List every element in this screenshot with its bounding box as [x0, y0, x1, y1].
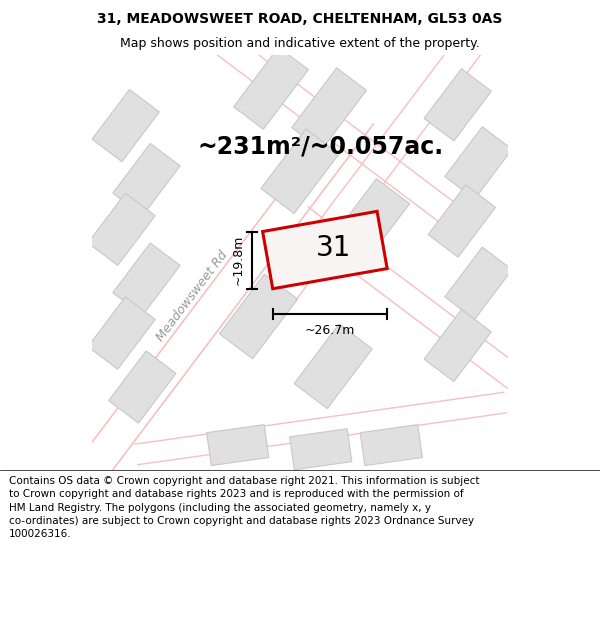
Text: ~26.7m: ~26.7m — [305, 324, 355, 337]
Polygon shape — [424, 69, 491, 141]
Text: Map shows position and indicative extent of the property.: Map shows position and indicative extent… — [120, 38, 480, 51]
Polygon shape — [88, 297, 155, 369]
Polygon shape — [292, 68, 367, 150]
Polygon shape — [220, 274, 298, 359]
Polygon shape — [233, 47, 308, 129]
Polygon shape — [88, 193, 155, 266]
Polygon shape — [263, 211, 387, 289]
Text: ~231m²/~0.057ac.: ~231m²/~0.057ac. — [197, 134, 444, 158]
Polygon shape — [294, 324, 372, 409]
Polygon shape — [424, 309, 491, 382]
Polygon shape — [290, 429, 352, 470]
Text: Meadowsweet Rd: Meadowsweet Rd — [154, 248, 230, 343]
Polygon shape — [113, 143, 180, 216]
Polygon shape — [428, 185, 496, 257]
Text: ~19.8m: ~19.8m — [232, 235, 245, 286]
Polygon shape — [261, 129, 339, 214]
Polygon shape — [360, 424, 422, 466]
Polygon shape — [332, 179, 410, 263]
Polygon shape — [445, 127, 512, 199]
Polygon shape — [113, 243, 180, 315]
Polygon shape — [92, 89, 160, 162]
Polygon shape — [206, 424, 269, 466]
Polygon shape — [109, 351, 176, 423]
Polygon shape — [445, 247, 512, 319]
Text: Contains OS data © Crown copyright and database right 2021. This information is : Contains OS data © Crown copyright and d… — [9, 476, 479, 539]
Text: 31, MEADOWSWEET ROAD, CHELTENHAM, GL53 0AS: 31, MEADOWSWEET ROAD, CHELTENHAM, GL53 0… — [97, 12, 503, 26]
Text: 31: 31 — [316, 234, 351, 262]
